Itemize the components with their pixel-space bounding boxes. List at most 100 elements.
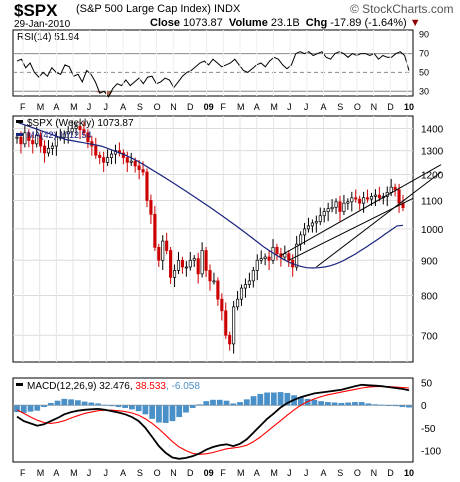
price-bar-body (54, 136, 58, 147)
price-bar-body (98, 154, 102, 158)
month-label: J (87, 102, 92, 112)
price-bar-body (243, 284, 247, 289)
price-tick-label: 1200 (421, 170, 444, 181)
month-label: M (237, 468, 245, 478)
macd-histogram-bar (352, 402, 358, 406)
price-bar-body (314, 221, 318, 224)
rsi-legend: RSI(14) 51.94 (17, 32, 80, 43)
price-bar-body (267, 256, 271, 261)
month-label: A (254, 468, 260, 478)
price-bar-body (247, 280, 251, 285)
price-bar-body (236, 298, 240, 308)
macd-histogram-bar (379, 404, 385, 406)
quote-date: 29-Jan-2010 (14, 19, 71, 30)
quote-line: Close 1073.87 Volume 23.1B Chg -17.89 (-… (150, 18, 421, 29)
rsi-tick-label: 50 (419, 67, 429, 77)
price-bar-body (204, 250, 208, 271)
macd-histogram-bar (385, 405, 392, 407)
price-bar-body (161, 240, 165, 261)
price-bar-body (125, 157, 129, 163)
month-label: A (120, 468, 126, 478)
macd-histogram-bar (54, 400, 61, 406)
price-bar-body (338, 201, 342, 212)
price-bar-body (15, 136, 19, 139)
macd-histogram-bar (122, 405, 129, 408)
macd-histogram-bar (331, 402, 338, 406)
price-bar-body (208, 270, 212, 282)
chart-header: $SPX (S&P 500 Large Cap Index) INDX © St… (0, 0, 460, 30)
price-bar-body (369, 196, 374, 200)
month-label: S (337, 468, 343, 478)
price-bar-body (74, 126, 78, 129)
macd-histogram-bar (372, 404, 379, 406)
macd-histogram-bar (358, 402, 365, 406)
chg-label: Chg (305, 17, 328, 29)
month-label: O (354, 102, 361, 112)
price-bar-body (165, 240, 169, 251)
chg-down-icon: ▼ (409, 17, 421, 29)
month-label: D (387, 102, 394, 112)
macd-histogram-bar (318, 401, 325, 406)
date-band (13, 96, 413, 116)
symbol: $SPX (14, 1, 58, 20)
macd-histogram-bar (47, 402, 54, 406)
month-label: O (154, 468, 161, 478)
month-label: M (37, 102, 45, 112)
price-bar-body (137, 165, 141, 170)
date-band (13, 362, 413, 378)
price-bar-body (239, 287, 244, 300)
price-legend-swatch (16, 120, 23, 123)
macd-histogram-bar (189, 405, 196, 408)
macd-histogram-bar (392, 405, 399, 407)
price-bar-body (149, 200, 153, 215)
month-label: A (254, 102, 260, 112)
macd-histogram-bar (108, 405, 115, 407)
month-label: M (70, 102, 78, 112)
macd-histogram-bar (88, 402, 95, 406)
macd-histogram-bar (406, 405, 412, 408)
month-label: F (20, 468, 26, 478)
price-bar-body (180, 259, 184, 268)
price-bar-body (259, 258, 263, 261)
macd-histogram-bar (325, 402, 331, 406)
price-bar-body (192, 258, 196, 261)
month-label: A (321, 468, 327, 478)
price-bar-body (141, 169, 145, 173)
month-label: S (137, 468, 143, 478)
price-bar-body (46, 147, 51, 154)
month-label: 09 (204, 102, 214, 112)
brand: © StockCharts.com (350, 2, 454, 16)
macd-histogram-bar (14, 405, 20, 413)
price-bar-body (255, 259, 259, 271)
month-label: 10 (404, 468, 414, 478)
price-bar-body (145, 171, 149, 201)
price-bar-body (200, 250, 204, 275)
macd-histogram-bar (270, 392, 277, 406)
rsi-panel-frame (12, 29, 414, 97)
month-label: A (120, 102, 126, 112)
month-label: J (103, 468, 108, 478)
macd-histogram-bar (311, 399, 318, 406)
macd-histogram-bar (345, 402, 352, 406)
month-label: F (220, 102, 226, 112)
price-bar-body (306, 225, 311, 230)
price-bar-body (196, 258, 200, 275)
price-bar-body (350, 197, 354, 203)
price-bar-body (216, 280, 220, 300)
price-bar-body (66, 131, 70, 135)
macd-histogram-bar (156, 405, 162, 423)
price-bar-body (102, 157, 106, 163)
month-label: A (53, 102, 59, 112)
price-bar-body (133, 160, 137, 167)
price-bar-body (176, 259, 181, 271)
price-bar-body (326, 208, 330, 212)
month-label: M (237, 102, 245, 112)
macd-histogram-bar (95, 403, 101, 406)
price-bar-body (224, 310, 228, 336)
month-label: J (287, 468, 292, 478)
macd-legend: MACD(12,26,9) 32.476, 38.533, -6.058 (27, 381, 200, 392)
price-bar-body (70, 128, 74, 133)
price-bar-body (346, 201, 350, 204)
price-bar-body (299, 234, 303, 245)
month-label: N (170, 102, 177, 112)
